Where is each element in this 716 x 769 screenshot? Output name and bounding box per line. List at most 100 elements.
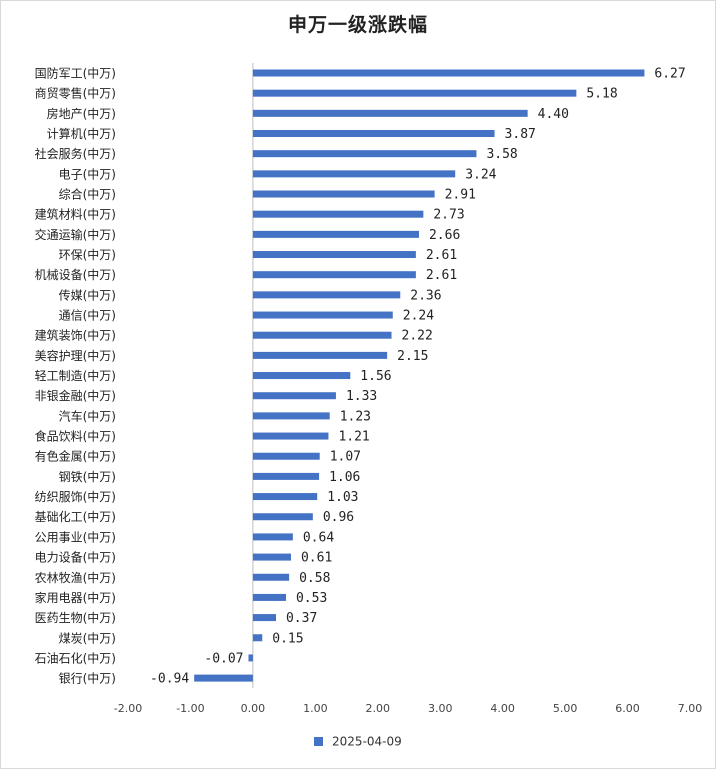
data-label: 2.22 [402, 329, 433, 344]
bar [252, 533, 293, 541]
bar [252, 432, 329, 440]
x-tick-label: -1.00 [176, 702, 204, 715]
x-tick-label: 5.00 [553, 702, 578, 715]
data-label: 3.24 [465, 167, 496, 182]
bar [252, 69, 645, 77]
bar [252, 150, 477, 158]
category-label: 计算机(中万) [47, 126, 116, 141]
category-label: 社会服务(中万) [35, 146, 116, 161]
data-label: 2.61 [426, 268, 457, 283]
category-label: 食品饮料(中万) [35, 429, 116, 444]
category-label: 基础化工(中万) [35, 509, 116, 524]
data-label: 1.06 [329, 470, 360, 485]
data-label: 2.61 [426, 248, 457, 263]
category-label: 建筑材料(中万) [35, 207, 116, 222]
data-label: -0.94 [150, 672, 189, 687]
data-label: 0.61 [301, 551, 332, 566]
data-label: 3.87 [505, 127, 536, 142]
bar [252, 210, 424, 218]
data-label: 0.96 [323, 510, 354, 525]
category-label: 商贸零售(中万) [35, 86, 116, 101]
bar [252, 109, 528, 117]
bar [252, 190, 435, 198]
data-label: 6.27 [654, 67, 685, 82]
data-label: 4.40 [538, 107, 569, 122]
category-label: 电力设备(中万) [35, 550, 116, 565]
bar [252, 331, 392, 339]
data-label: 1.33 [346, 389, 377, 404]
category-label: 房地产(中万) [47, 106, 116, 121]
bar [252, 614, 276, 622]
bar [194, 674, 253, 682]
bar [252, 271, 416, 279]
bar [248, 654, 253, 662]
data-label: 1.21 [338, 430, 369, 445]
category-label: 美容护理(中万) [35, 348, 116, 363]
x-tick-label: 3.00 [428, 702, 453, 715]
category-label: 传媒(中万) [59, 287, 116, 302]
bar [252, 493, 318, 501]
x-tick-label: 6.00 [615, 702, 640, 715]
bar [252, 553, 291, 561]
data-label: 0.37 [286, 611, 317, 626]
bar [252, 170, 456, 178]
category-label: 环保(中万) [59, 247, 116, 262]
data-label: 1.23 [340, 409, 371, 424]
x-tick-label: 1.00 [303, 702, 328, 715]
bar [252, 593, 286, 601]
category-label: 汽车(中万) [59, 408, 116, 423]
category-label: 钢铁(中万) [59, 469, 116, 484]
data-label: 2.36 [410, 288, 441, 303]
category-label: 交通运输(中万) [35, 227, 116, 242]
data-label: 2.73 [433, 208, 464, 223]
category-label: 电子(中万) [59, 166, 116, 181]
x-tick-label: 4.00 [490, 702, 515, 715]
bar [252, 351, 388, 359]
category-label: 综合(中万) [59, 187, 116, 202]
x-tick-label: 2.00 [366, 702, 391, 715]
data-label: 5.18 [586, 87, 617, 102]
bar [252, 412, 330, 420]
category-label: 轻工制造(中万) [35, 368, 116, 383]
category-label: 纺织服饰(中万) [35, 489, 116, 504]
x-tick-label: -2.00 [114, 702, 142, 715]
category-label: 非银金融(中万) [35, 388, 116, 403]
category-label: 农林牧渔(中万) [35, 570, 116, 585]
chart-title: 申万一级涨跌幅 [287, 14, 428, 36]
category-label: 石油石化(中万) [35, 650, 116, 665]
bar [252, 89, 577, 97]
category-label: 医药生物(中万) [35, 610, 116, 625]
data-label: 2.66 [429, 228, 460, 243]
data-label: 2.15 [397, 349, 428, 364]
data-label: 1.56 [360, 369, 391, 384]
bar [252, 251, 416, 259]
bar [252, 372, 351, 380]
data-label: 0.53 [296, 591, 327, 606]
x-tick-label: 0.00 [241, 702, 266, 715]
legend-label: 2025-04-09 [332, 734, 402, 749]
bar [252, 472, 320, 480]
data-label: 1.03 [327, 490, 358, 505]
bar [252, 634, 263, 642]
bar [252, 130, 495, 138]
bar [252, 311, 393, 319]
bar [252, 230, 419, 238]
category-label: 机械设备(中万) [35, 267, 116, 282]
bar [252, 513, 313, 521]
category-label: 银行(中万) [59, 671, 116, 686]
category-label: 通信(中万) [59, 308, 116, 323]
data-label: 2.24 [403, 309, 434, 324]
data-label: 0.15 [272, 631, 303, 646]
data-label: 0.58 [299, 571, 330, 586]
data-label: 0.64 [303, 530, 334, 545]
category-label: 建筑装饰(中万) [35, 328, 116, 343]
category-label: 家用电器(中万) [35, 590, 116, 605]
x-tick-label: 7.00 [678, 702, 703, 715]
category-label: 国防军工(中万) [35, 66, 116, 81]
bar [252, 392, 336, 400]
bar [252, 452, 320, 460]
bar [252, 291, 401, 299]
data-label: -0.07 [204, 651, 243, 666]
